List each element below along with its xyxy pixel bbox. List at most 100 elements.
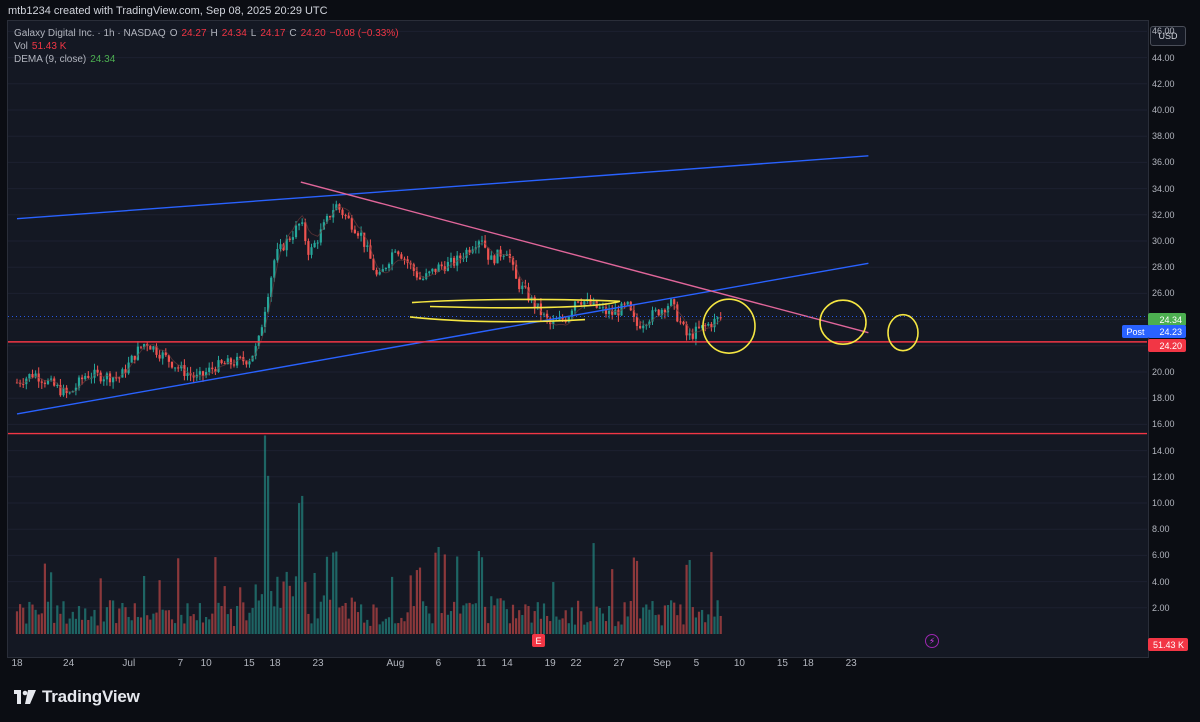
date-tick-label: Jul xyxy=(122,658,136,669)
candle-body xyxy=(198,371,201,375)
volume-bar xyxy=(502,600,505,634)
volume-bar xyxy=(663,605,666,634)
candle-body xyxy=(403,258,406,260)
date-tick-label: 15 xyxy=(776,658,788,669)
candle-body xyxy=(539,303,542,315)
candle-body xyxy=(589,298,592,305)
price-tick-label: 26.00 xyxy=(1152,288,1175,299)
date-tick-label: 5 xyxy=(693,658,700,669)
price-axis[interactable]: 46.00 44.00 42.00 40.00 38.00 36.00 34.00 32.00… xyxy=(1148,20,1200,656)
candle-body xyxy=(515,264,518,279)
volume-bar xyxy=(614,626,617,634)
candle-body xyxy=(220,360,223,364)
candle-body xyxy=(654,309,657,311)
candle-body xyxy=(418,277,422,280)
candle-body xyxy=(322,222,325,230)
volume-bar xyxy=(586,622,589,634)
volume-bar xyxy=(459,613,462,634)
volume-row: Vol 51.43 K xyxy=(14,40,399,53)
candle-body xyxy=(158,354,161,359)
date-tick-label: 23 xyxy=(845,658,857,669)
volume-bar xyxy=(180,614,183,634)
volume-bar xyxy=(118,608,121,634)
candle-body xyxy=(93,369,96,378)
volume-bar xyxy=(406,612,409,634)
volume-bar xyxy=(415,570,418,634)
volume-bar xyxy=(279,607,282,634)
volume-bar xyxy=(105,607,108,634)
volume-bar xyxy=(341,605,344,634)
volume-bar xyxy=(456,556,459,634)
volume-bar xyxy=(239,587,242,634)
price-tick-label: 42.00 xyxy=(1152,78,1175,89)
volume-bar xyxy=(87,619,90,634)
volume-bar xyxy=(387,617,391,634)
volume-bar xyxy=(19,604,22,634)
dema-price-badge: 24.34 xyxy=(1148,313,1186,326)
volume-bar xyxy=(50,572,53,634)
candle-body xyxy=(84,375,87,380)
price-tick-label: 44.00 xyxy=(1152,52,1175,63)
volume-bar xyxy=(685,564,688,634)
volume-bar xyxy=(152,613,155,634)
candle-body xyxy=(152,346,155,350)
currency-button[interactable]: USD xyxy=(1150,26,1186,46)
candle-body xyxy=(660,309,663,316)
volume-bar xyxy=(477,551,480,634)
candle-body xyxy=(651,310,654,322)
date-tick-label: Sep xyxy=(653,658,671,669)
dema-line xyxy=(16,206,721,393)
volume-bar xyxy=(617,621,620,634)
candle-body xyxy=(490,255,493,260)
candle-body xyxy=(412,264,415,271)
flash-icon[interactable]: ⚡ xyxy=(925,634,939,648)
candle-body xyxy=(372,258,375,271)
volume-bar xyxy=(499,598,502,634)
volume-bar xyxy=(474,603,477,634)
candle-body xyxy=(341,209,344,216)
volume-bar xyxy=(115,623,118,634)
candle-body xyxy=(567,316,570,322)
volume-bar xyxy=(676,615,679,634)
price-tick-label: 6.00 xyxy=(1152,550,1170,561)
annotation-circle xyxy=(702,298,756,354)
candle-body xyxy=(443,266,446,271)
candle-body xyxy=(356,233,360,236)
candle-body xyxy=(614,309,617,315)
candle-body xyxy=(316,242,319,244)
dema-label: DEMA (9, close) xyxy=(14,54,87,65)
candle-body xyxy=(431,268,434,272)
volume-bar xyxy=(28,601,31,634)
volume-bar xyxy=(378,624,381,634)
volume-bar xyxy=(536,602,539,634)
candle-body xyxy=(480,240,484,242)
volume-bar xyxy=(34,609,37,634)
candle-body xyxy=(477,241,480,248)
candle-body xyxy=(347,215,350,219)
volume-bar xyxy=(539,618,542,634)
price-tick-label: 30.00 xyxy=(1152,236,1175,246)
tradingview-logo: TradingView xyxy=(14,687,140,707)
volume-bar xyxy=(666,605,670,634)
volume-bar xyxy=(301,495,304,634)
candle-body xyxy=(468,249,471,253)
earnings-marker[interactable]: E xyxy=(532,634,545,647)
volume-bar xyxy=(319,601,322,634)
open-value: 24.27 xyxy=(181,28,207,39)
candle-body xyxy=(425,273,428,279)
candle-body xyxy=(363,232,366,247)
candle-body xyxy=(701,325,704,328)
candle-body xyxy=(282,244,285,251)
volume-bar xyxy=(65,623,68,634)
time-axis[interactable]: 18 24 Jul 7 10 15 18 23 Aug 6 11 14 19 22 27 Sep 5 10 15 18… xyxy=(7,656,1147,672)
candle-body xyxy=(59,385,62,396)
candle-body xyxy=(260,327,263,336)
candle-body xyxy=(437,264,440,272)
candle-body xyxy=(226,358,229,365)
candle-body xyxy=(217,360,220,372)
date-tick-label: 24 xyxy=(63,658,75,669)
price-tick-label: 40.00 xyxy=(1152,105,1175,115)
candle-body xyxy=(276,248,279,261)
volume-bar xyxy=(298,503,301,634)
